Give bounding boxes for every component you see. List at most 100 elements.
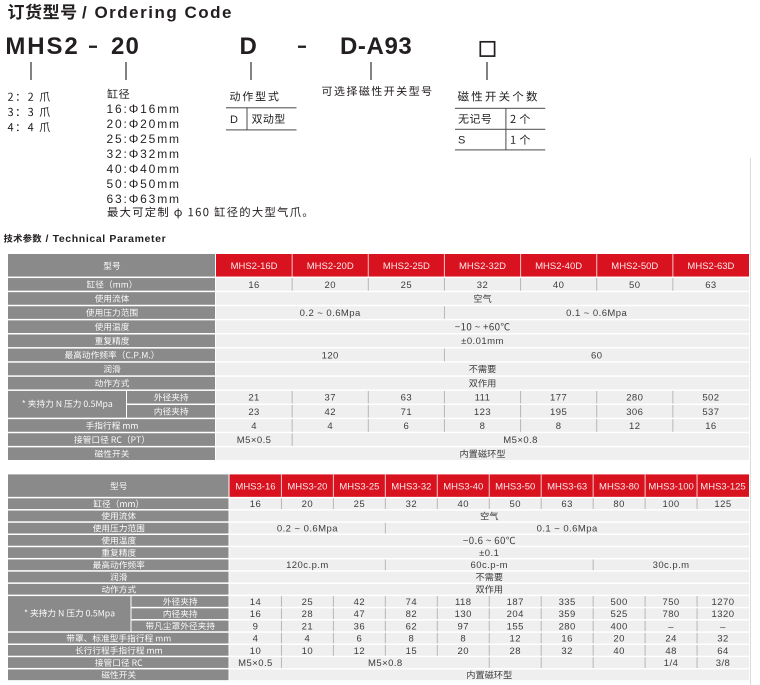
svg-text:20: 20 xyxy=(458,646,469,657)
svg-text:42: 42 xyxy=(324,407,335,418)
svg-text:74: 74 xyxy=(406,597,417,608)
svg-text:500: 500 xyxy=(611,597,628,608)
svg-text:64: 64 xyxy=(717,646,728,657)
svg-text:177: 177 xyxy=(550,393,567,404)
svg-text:82: 82 xyxy=(406,609,417,620)
svg-text:16: 16 xyxy=(705,421,716,432)
svg-text:750: 750 xyxy=(662,597,679,608)
svg-text:M5×0.5: M5×0.5 xyxy=(237,435,272,446)
svg-text:120: 120 xyxy=(322,350,339,361)
svg-text:50: 50 xyxy=(509,499,520,510)
svg-text:71: 71 xyxy=(401,407,412,418)
svg-text:0.1 ~ 0.6Mpa: 0.1 ~ 0.6Mpa xyxy=(537,524,598,535)
svg-text:8: 8 xyxy=(408,634,414,645)
svg-text:28: 28 xyxy=(302,609,313,620)
svg-text:D: D xyxy=(230,114,238,126)
svg-text:–: – xyxy=(720,621,726,632)
svg-text:M5×0.8: M5×0.8 xyxy=(503,435,538,446)
svg-text:MHS2-20D: MHS2-20D xyxy=(307,261,354,272)
svg-text:280: 280 xyxy=(626,393,643,404)
svg-text:1/4: 1/4 xyxy=(664,658,679,669)
svg-text:MHS3-25: MHS3-25 xyxy=(339,481,379,492)
svg-text:125: 125 xyxy=(714,499,731,510)
svg-text:195: 195 xyxy=(550,407,567,418)
svg-text:25: 25 xyxy=(401,280,412,291)
svg-text:20:Φ20mm: 20:Φ20mm xyxy=(107,117,181,131)
svg-text:20: 20 xyxy=(302,499,313,510)
svg-text:6: 6 xyxy=(357,634,363,645)
svg-text:MHS2-16D: MHS2-16D xyxy=(231,261,278,272)
svg-text:36: 36 xyxy=(354,621,365,632)
svg-text:100: 100 xyxy=(662,499,679,510)
svg-text:40: 40 xyxy=(613,646,624,657)
svg-text:32: 32 xyxy=(477,280,488,291)
svg-text:9: 9 xyxy=(253,621,259,632)
svg-text:–: – xyxy=(668,621,674,632)
svg-text:10: 10 xyxy=(250,646,261,657)
svg-text:80: 80 xyxy=(613,499,624,510)
svg-text:32: 32 xyxy=(717,634,728,645)
svg-text:28: 28 xyxy=(509,646,520,657)
svg-text:MHS2-32D: MHS2-32D xyxy=(459,261,506,272)
svg-text:20: 20 xyxy=(111,33,140,60)
svg-text:±0.1: ±0.1 xyxy=(479,548,499,559)
svg-text:50: 50 xyxy=(629,280,640,291)
svg-text:120c.p.m: 120c.p.m xyxy=(286,560,329,571)
svg-text:40: 40 xyxy=(458,499,469,510)
svg-text:0.1 ~ 0.6Mpa: 0.1 ~ 0.6Mpa xyxy=(566,308,627,319)
svg-text:10: 10 xyxy=(302,646,313,657)
svg-text:8: 8 xyxy=(460,634,466,645)
svg-text:MHS3-40: MHS3-40 xyxy=(443,481,483,492)
svg-text:123: 123 xyxy=(474,407,491,418)
svg-text:16: 16 xyxy=(248,280,259,291)
svg-text:16:Φ16mm: 16:Φ16mm xyxy=(107,102,181,116)
svg-text:MHS3-63: MHS3-63 xyxy=(547,481,587,492)
svg-text:/ Technical Parameter: / Technical Parameter xyxy=(46,233,167,245)
svg-text:D-A93: D-A93 xyxy=(340,33,412,60)
svg-text:306: 306 xyxy=(626,407,643,418)
svg-text:MHS3-125: MHS3-125 xyxy=(700,481,745,492)
svg-text:M5×0.5: M5×0.5 xyxy=(238,658,273,669)
svg-text:780: 780 xyxy=(662,609,679,620)
svg-text:0.2 ~ 0.6Mpa: 0.2 ~ 0.6Mpa xyxy=(277,524,338,535)
svg-text:MHS3-100: MHS3-100 xyxy=(648,481,693,492)
svg-text:130: 130 xyxy=(455,609,472,620)
svg-text:525: 525 xyxy=(611,609,628,620)
svg-text:359: 359 xyxy=(559,609,576,620)
svg-text:32: 32 xyxy=(406,499,417,510)
svg-text:4: 4 xyxy=(305,634,311,645)
svg-text:63: 63 xyxy=(705,280,716,291)
svg-text:40: 40 xyxy=(553,280,564,291)
svg-text:502: 502 xyxy=(702,393,719,404)
svg-text:8: 8 xyxy=(480,421,486,432)
svg-text:20: 20 xyxy=(613,634,624,645)
svg-text:20: 20 xyxy=(324,280,335,291)
svg-text:32:Φ32mm: 32:Φ32mm xyxy=(107,147,181,161)
svg-text:32: 32 xyxy=(561,646,572,657)
svg-text:42: 42 xyxy=(354,597,365,608)
svg-text:25: 25 xyxy=(354,499,365,510)
svg-text:0.2 ~ 0.6Mpa: 0.2 ~ 0.6Mpa xyxy=(300,308,361,319)
svg-text:12: 12 xyxy=(354,646,365,657)
svg-text:335: 335 xyxy=(559,597,576,608)
svg-text:60c.p-m: 60c.p-m xyxy=(471,560,508,571)
svg-text:S: S xyxy=(458,135,465,147)
svg-text:MHS2-63D: MHS2-63D xyxy=(687,261,734,272)
svg-text:63:Φ63mm: 63:Φ63mm xyxy=(107,192,181,206)
svg-text:25:Φ25mm: 25:Φ25mm xyxy=(107,132,181,146)
svg-text:8: 8 xyxy=(556,421,562,432)
svg-text:MHS3-16: MHS3-16 xyxy=(235,481,275,492)
svg-text:48: 48 xyxy=(665,646,676,657)
svg-text:MHS2-40D: MHS2-40D xyxy=(535,261,582,272)
svg-text:MHS2-25D: MHS2-25D xyxy=(383,261,430,272)
svg-text:MHS3-50: MHS3-50 xyxy=(495,481,535,492)
svg-text:280: 280 xyxy=(559,621,576,632)
svg-text:MHS3-20: MHS3-20 xyxy=(287,481,327,492)
svg-text:97: 97 xyxy=(458,621,469,632)
svg-text:63: 63 xyxy=(401,393,412,404)
svg-text:400: 400 xyxy=(611,621,628,632)
svg-text:±0.01mm: ±0.01mm xyxy=(461,336,504,347)
svg-text:3/8: 3/8 xyxy=(716,658,731,669)
svg-text:118: 118 xyxy=(455,597,472,608)
svg-text:111: 111 xyxy=(475,393,491,404)
